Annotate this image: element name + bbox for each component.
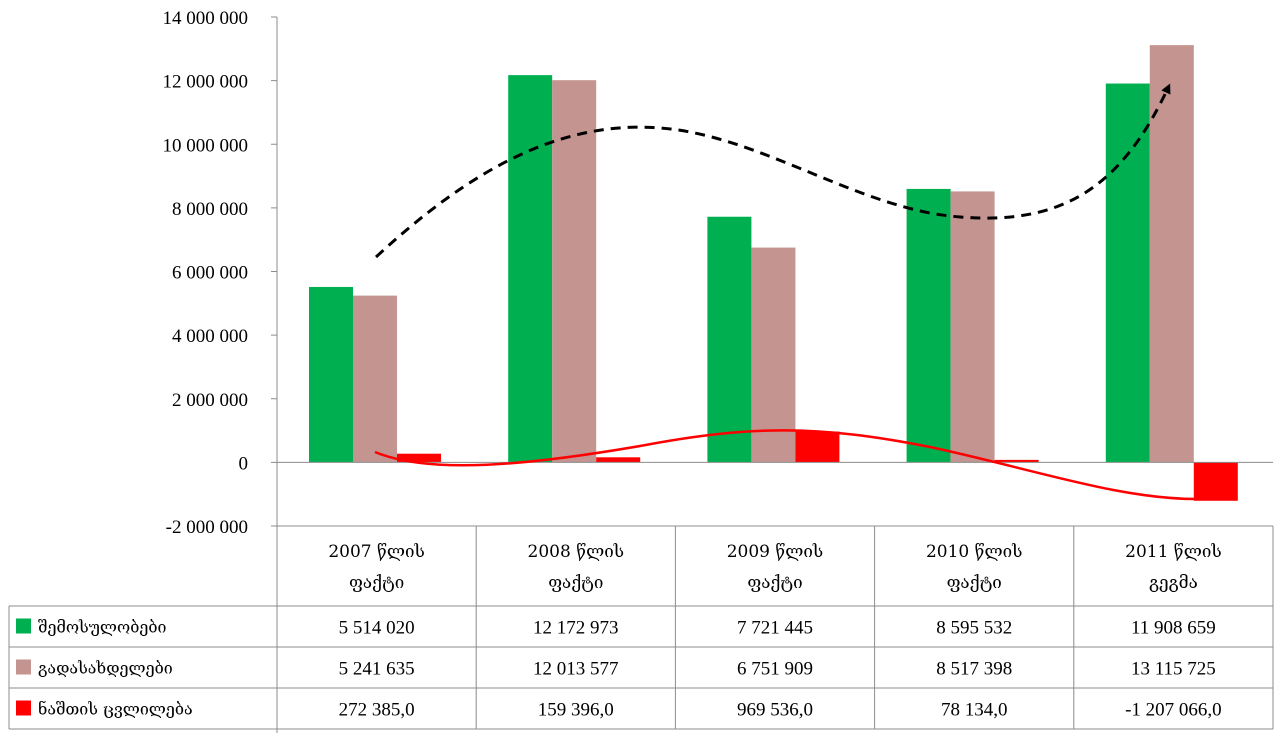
table-cell-value: 272 385,0 bbox=[339, 700, 415, 721]
bar-series-3-cat-5 bbox=[1193, 462, 1238, 501]
bar-series-3-cat-1 bbox=[397, 453, 441, 463]
category-label: ფაქტი bbox=[349, 573, 404, 593]
y-tick-label: -2 000 000 bbox=[166, 517, 248, 538]
bar-series-3-cat-3 bbox=[795, 431, 840, 463]
category-label: ფაქტი bbox=[747, 573, 802, 593]
table-cell-value: 7 721 445 bbox=[737, 618, 813, 639]
table-cell-value: 6 751 909 bbox=[737, 659, 813, 680]
table-cell-value: 969 536,0 bbox=[737, 700, 813, 721]
legend-swatch bbox=[16, 659, 31, 675]
table-cell-value: 13 115 725 bbox=[1131, 659, 1216, 680]
y-tick-label: 4 000 000 bbox=[172, 326, 248, 347]
category-label: ფაქტი bbox=[548, 573, 603, 593]
bar-series-1-cat-1 bbox=[309, 286, 353, 463]
legend-swatch bbox=[16, 700, 31, 716]
table-cell-value: 5 514 020 bbox=[339, 618, 415, 639]
legend-label: შემოსულობები bbox=[38, 618, 166, 637]
bar-series-2-cat-4 bbox=[950, 191, 995, 463]
y-tick-label: 2 000 000 bbox=[172, 390, 248, 411]
legend-label: გადასახდელები bbox=[38, 659, 173, 678]
bar-series-1-cat-2 bbox=[508, 75, 553, 463]
bar-series-1-cat-5 bbox=[1105, 83, 1150, 463]
legend-label: ნაშთის ცვლილება bbox=[38, 700, 193, 719]
red-trend-curve bbox=[374, 429, 1201, 501]
category-label: 2008 წლის bbox=[528, 542, 625, 562]
bar-series-1-cat-4 bbox=[906, 188, 951, 463]
dashed-trend-arrow bbox=[374, 83, 1171, 259]
y-tick-label: 10 000 000 bbox=[163, 135, 249, 156]
table-cell-value: 8 517 398 bbox=[936, 659, 1012, 680]
y-tick-label: 8 000 000 bbox=[172, 199, 248, 220]
bars-layer bbox=[309, 45, 1238, 501]
y-tick-label: 6 000 000 bbox=[172, 263, 248, 284]
table-cell-value: 5 241 635 bbox=[339, 659, 415, 680]
legend-swatch bbox=[16, 618, 31, 634]
bar-series-1-cat-3 bbox=[707, 216, 752, 463]
bar-series-2-cat-5 bbox=[1149, 45, 1194, 463]
category-label: 2011 წლის bbox=[1125, 542, 1222, 562]
axis-layer: -2 000 000 0 2 000 000 4 000 000 6 000 000 8 … bbox=[163, 8, 1273, 733]
table-cell-value: -1 207 066,0 bbox=[1125, 700, 1222, 721]
bar-series-2-cat-2 bbox=[552, 80, 597, 463]
category-label: 2009 წლის bbox=[727, 542, 824, 562]
table-cell-value: 8 595 532 bbox=[936, 618, 1012, 639]
bar-series-2-cat-3 bbox=[751, 247, 796, 463]
data-table: 2007 წლის ფაქტი 2008 წლის ფაქტი 2009 წლის ფაქ… bbox=[8, 525, 1274, 730]
bar-series-3-cat-4 bbox=[994, 459, 1039, 463]
y-tick-label: 12 000 000 bbox=[163, 72, 249, 93]
table-cell-value: 78 134,0 bbox=[941, 700, 1008, 721]
bar-series-2-cat-1 bbox=[353, 295, 397, 463]
table-cell-value: 12 013 577 bbox=[533, 659, 619, 680]
category-label: 2007 წლის bbox=[328, 542, 425, 562]
category-label: ფაქტი bbox=[947, 573, 1002, 593]
bar-series-3-cat-2 bbox=[596, 457, 641, 463]
y-tick-label: 0 bbox=[239, 453, 249, 474]
table-cell-value: 11 908 659 bbox=[1131, 618, 1216, 639]
table-cell-value: 12 172 973 bbox=[533, 618, 619, 639]
y-tick-label: 14 000 000 bbox=[163, 8, 249, 29]
category-label: გეგმა bbox=[1149, 573, 1198, 593]
trend-layer bbox=[374, 83, 1201, 501]
table-cell-value: 159 396,0 bbox=[538, 700, 614, 721]
category-label: 2010 წლის bbox=[926, 542, 1023, 562]
